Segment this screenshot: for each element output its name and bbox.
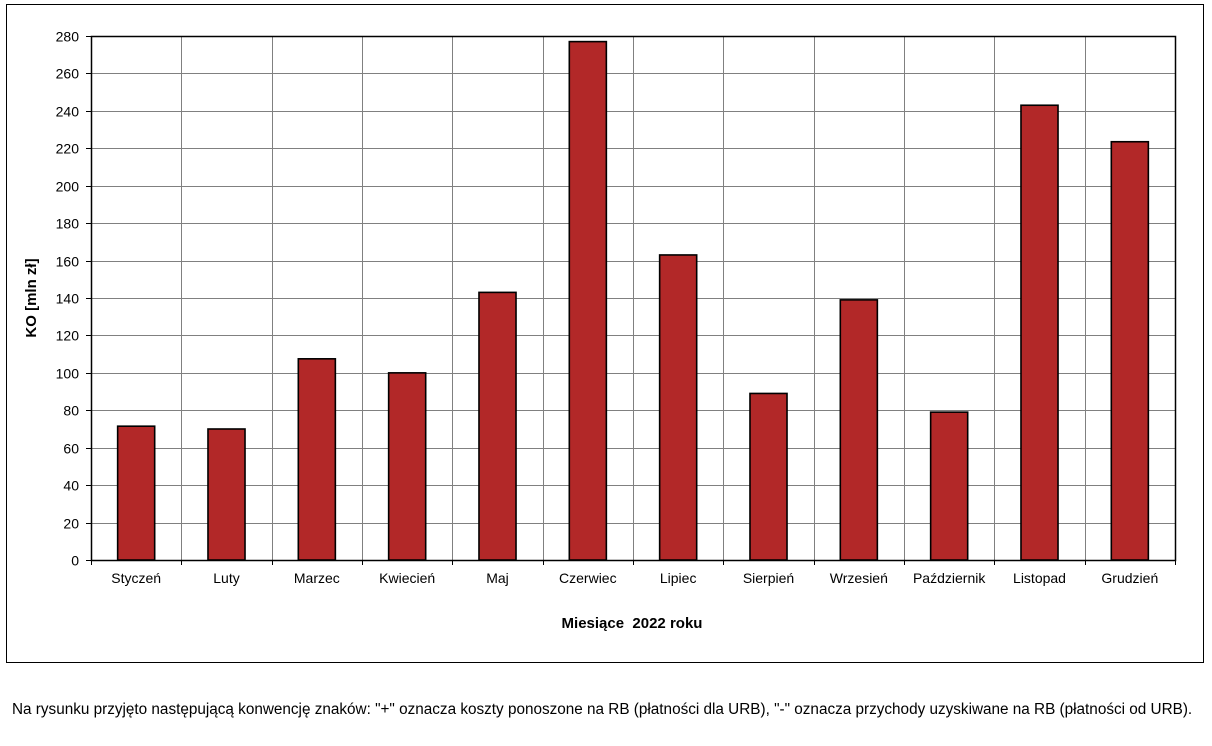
x-tick-label: Sierpień xyxy=(743,570,794,586)
grid-lines xyxy=(91,36,1175,560)
bar xyxy=(929,411,969,561)
x-tick-label: Czerwiec xyxy=(559,570,617,586)
y-tick-label: 60 xyxy=(63,441,79,457)
y-tick-label: 260 xyxy=(56,66,80,82)
x-tick-label: Luty xyxy=(213,570,239,586)
y-tick-label: 100 xyxy=(56,366,80,382)
x-tick-label: Listopad xyxy=(1013,570,1066,586)
x-tick-label: Październik xyxy=(913,570,986,586)
bar xyxy=(478,291,517,561)
y-tick-label: 80 xyxy=(63,403,79,419)
bar xyxy=(297,358,337,561)
y-tick-label: 280 xyxy=(56,29,80,45)
y-tick-label: 40 xyxy=(63,478,79,494)
bar xyxy=(839,299,879,561)
bar xyxy=(658,254,698,561)
y-tick-label: 240 xyxy=(56,104,80,120)
axes xyxy=(86,35,1177,565)
bar xyxy=(568,40,608,561)
bar xyxy=(387,372,427,561)
bars xyxy=(116,40,1150,561)
bar xyxy=(207,428,246,561)
bar xyxy=(749,392,788,561)
x-tick-label: Marzec xyxy=(294,570,340,586)
x-tick-label: Styczeń xyxy=(111,570,161,586)
x-axis-title: Miesiące 2022 roku xyxy=(562,615,703,632)
plot-area-border xyxy=(90,35,1177,562)
y-tick-label: 220 xyxy=(56,141,80,157)
x-tick-label: Wrzesień xyxy=(830,570,888,586)
tick-labels: 0 20 40 60 80 100 120 140 160 180 200 220 240 260 280 S… xyxy=(56,29,1159,587)
y-tick-label: 20 xyxy=(63,516,79,532)
y-tick-label: 160 xyxy=(56,254,80,270)
y-tick-label: 0 xyxy=(71,553,79,569)
y-axis-title: KO [mln zł] xyxy=(23,258,40,337)
x-tick-label: Kwiecień xyxy=(379,570,435,586)
bar xyxy=(1110,140,1150,561)
y-tick-label: 180 xyxy=(56,216,80,232)
y-tick-label: 140 xyxy=(56,291,80,307)
x-tick-label: Maj xyxy=(486,570,509,586)
bar xyxy=(1020,104,1059,561)
y-tick-label: 200 xyxy=(56,179,80,195)
sign-convention-note: Na rysunku przyjęto następującą konwencj… xyxy=(12,701,1193,718)
x-tick-label: Grudzień xyxy=(1101,570,1158,586)
bar xyxy=(116,425,156,561)
y-tick-label: 120 xyxy=(56,328,80,344)
x-tick-label: Lipiec xyxy=(660,570,697,586)
